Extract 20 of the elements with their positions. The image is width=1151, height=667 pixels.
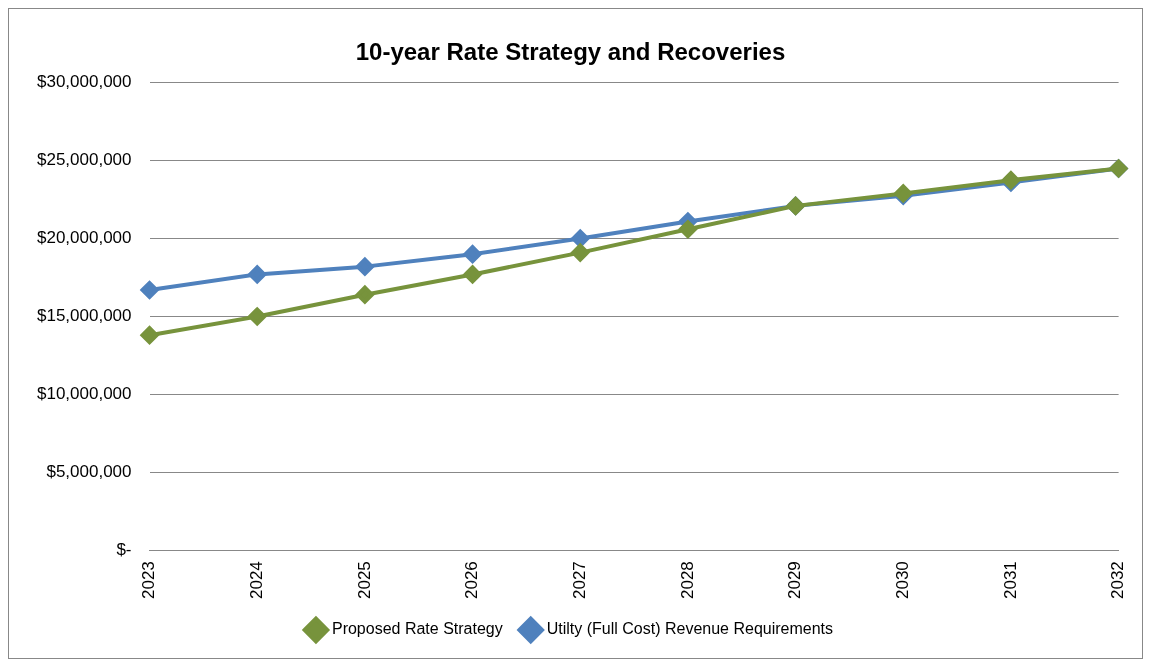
legend-label: Utilty (Full Cost) Revenue Requirements (546, 620, 834, 638)
y-tick-label: $- (116, 539, 132, 559)
y-tick-label: $25,000,000 (36, 150, 132, 170)
y-tick-label: $10,000,000 (36, 384, 132, 404)
y-tick-label: $30,000,000 (36, 72, 132, 92)
x-tick-label: 2027 (569, 561, 589, 600)
x-tick-label: 2025 (354, 561, 374, 600)
y-tick-label: $20,000,000 (36, 228, 132, 248)
y-tick-label: $15,000,000 (36, 306, 132, 326)
x-tick-label: 2026 (462, 561, 482, 600)
x-tick-label: 2030 (892, 561, 912, 600)
x-tick-label: 2031 (1000, 561, 1020, 600)
x-tick-label: 2029 (785, 561, 805, 600)
x-tick-label: 2023 (139, 561, 159, 600)
y-tick-label: $5,000,000 (46, 461, 132, 481)
x-tick-label: 2024 (246, 561, 266, 600)
x-tick-label: 2028 (677, 561, 697, 600)
x-tick-label: 2032 (1108, 561, 1128, 600)
legend-label: Proposed Rate Strategy (331, 620, 503, 638)
chart-title: 10-year Rate Strategy and Recoveries (355, 38, 786, 66)
